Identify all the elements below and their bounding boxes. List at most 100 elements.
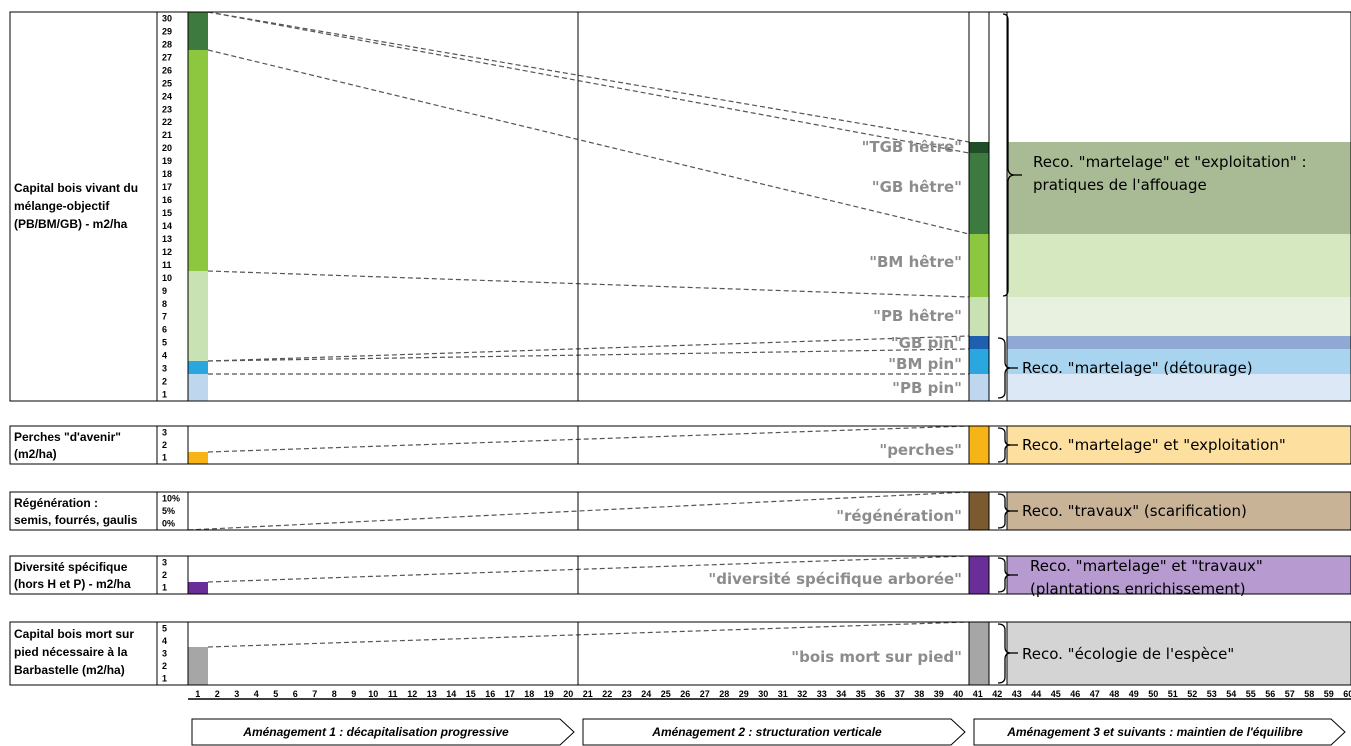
row-perches-label-2: (m2/ha) bbox=[14, 447, 57, 461]
x-tick-label: 37 bbox=[895, 689, 905, 699]
y-tick-label: 2 bbox=[162, 377, 167, 387]
reco-affouage-line1: Reco. "martelage" et "exploitation" : bbox=[1033, 153, 1307, 171]
stack-right-perches bbox=[969, 426, 989, 464]
stack-right-diversite bbox=[969, 556, 989, 594]
y-tick-label: 26 bbox=[162, 65, 172, 75]
x-tick-label: 52 bbox=[1187, 689, 1197, 699]
y-tick-label: 7 bbox=[162, 312, 167, 322]
row-boismort-label-2: pied nécessaire à la bbox=[14, 645, 128, 659]
y-tick-label: 12 bbox=[162, 247, 172, 257]
stack-right-pb-pin bbox=[969, 374, 989, 401]
phase-label-2: Aménagement 2 : structuration verticale bbox=[651, 725, 882, 739]
stack-left-pb-hetre bbox=[188, 271, 208, 361]
ticks-capital: 1234567891011121314151617181920212223242… bbox=[162, 14, 172, 400]
stack-right-boismort bbox=[969, 622, 989, 685]
reco-bg-bm-pin bbox=[1007, 349, 1351, 374]
x-tick-label: 13 bbox=[427, 689, 437, 699]
stock-label-perches: "perches" bbox=[879, 441, 962, 459]
x-tick-label: 17 bbox=[505, 689, 515, 699]
x-tick-label: 11 bbox=[388, 689, 398, 699]
x-tick-label: 59 bbox=[1324, 689, 1334, 699]
phase-arrow-3 bbox=[973, 718, 1346, 746]
x-tick-label: 34 bbox=[836, 689, 846, 699]
stock-label-bm-hetre: "BM hêtre" bbox=[869, 253, 962, 271]
row-perches-frame bbox=[9, 425, 1351, 465]
y-tick-label: 22 bbox=[162, 117, 172, 127]
y-tick-label: 3 bbox=[162, 649, 167, 659]
y-tick-label: 6 bbox=[162, 325, 167, 335]
transition-line-perches bbox=[207, 425, 970, 453]
x-tick-label: 10 bbox=[368, 689, 378, 699]
reco-bg-affouage bbox=[1007, 142, 1351, 234]
reco-bg-diversite bbox=[1007, 556, 1351, 594]
stack-right-gb-pin bbox=[969, 336, 989, 349]
y-tick-label: 20 bbox=[162, 143, 172, 153]
x-tick-label: 58 bbox=[1304, 689, 1314, 699]
reco-boismort: Reco. "écologie de l'espèce" bbox=[1022, 645, 1234, 663]
y-tick-label: 0% bbox=[162, 519, 175, 529]
y-tick-label: 1 bbox=[162, 453, 167, 463]
y-tick-label: 9 bbox=[162, 286, 167, 296]
transition-line-boismort bbox=[207, 621, 970, 648]
ticks-regeneration: 0% 5% 10% bbox=[162, 493, 180, 528]
x-tick-label: 60 bbox=[1343, 689, 1351, 699]
x-tick-label: 36 bbox=[875, 689, 885, 699]
y-tick-label: 14 bbox=[162, 221, 172, 231]
ticks-perches: 1 2 3 bbox=[162, 427, 167, 462]
y-tick-label: 29 bbox=[162, 27, 172, 37]
x-tick-label: 31 bbox=[778, 689, 788, 699]
y-tick-label: 5 bbox=[162, 623, 167, 633]
transition-lines-capital bbox=[207, 11, 970, 375]
y-tick-label: 3 bbox=[162, 364, 167, 374]
y-tick-label: 5% bbox=[162, 506, 175, 516]
x-tick-label: 14 bbox=[446, 689, 456, 699]
y-tick-label: 15 bbox=[162, 208, 172, 218]
x-tick-label: 47 bbox=[1090, 689, 1100, 699]
stack-left-diversite bbox=[188, 582, 208, 594]
row-diversite-label-2: (hors H et P) - m2/ha bbox=[14, 577, 131, 591]
x-tick-label: 16 bbox=[485, 689, 495, 699]
row-perches-label-1: Perches "d'avenir" bbox=[14, 430, 121, 444]
stack-left-boismort bbox=[188, 647, 208, 685]
row-diversite: Diversité spécifique (hors H et P) - m2/… bbox=[9, 555, 1351, 598]
y-tick-label: 21 bbox=[162, 130, 172, 140]
row-regeneration-frame bbox=[9, 491, 1351, 531]
row-capital-label-3: (PB/BM/GB) - m2/ha bbox=[14, 217, 128, 231]
transition-line-regeneration bbox=[187, 491, 970, 531]
reco-bg-pb-hetre bbox=[1007, 297, 1351, 336]
y-tick-label: 4 bbox=[162, 351, 167, 361]
x-tick-label: 23 bbox=[622, 689, 632, 699]
stack-right-tgb-hetre bbox=[969, 142, 989, 153]
y-tick-label: 1 bbox=[162, 583, 167, 593]
row-boismort-label-1: Capital bois mort sur bbox=[14, 627, 134, 641]
stock-label-gb-pin: "GB pin" bbox=[891, 334, 962, 352]
x-axis: 1 2 3 4 5 6 7 8 9 10 11 12 13 14 15 16 17 18 19 20 21 22 23 24 2… bbox=[188, 689, 1351, 700]
reco-diversite-line1: Reco. "martelage" et "travaux" bbox=[1030, 557, 1263, 575]
stock-label-pb-hetre: "PB hêtre" bbox=[873, 307, 962, 325]
x-tick-label: 3 bbox=[234, 689, 239, 699]
y-tick-label: 23 bbox=[162, 104, 172, 114]
row-boismort-label-3: Barbastelle (m2/ha) bbox=[14, 663, 125, 677]
row-perches: Perches "d'avenir" (m2/ha) 1 2 3 "perches"… bbox=[9, 425, 1351, 465]
stock-label-tgb-hetre: "TGB hêtre" bbox=[862, 138, 962, 156]
x-tick-label: 27 bbox=[700, 689, 710, 699]
reco-bg-regeneration bbox=[1007, 492, 1351, 530]
reco-regeneration: Reco. "travaux" (scarification) bbox=[1022, 502, 1247, 520]
x-tick-label: 21 bbox=[583, 689, 593, 699]
stack-left-gb-hetre bbox=[188, 12, 208, 50]
x-tick-label: 50 bbox=[1148, 689, 1158, 699]
stock-label-diversite: "diversité spécifique arborée" bbox=[708, 570, 962, 588]
x-tick-label: 30 bbox=[758, 689, 768, 699]
y-tick-label: 5 bbox=[162, 338, 167, 348]
reco-bg-boismort bbox=[1007, 622, 1351, 685]
x-tick-label: 7 bbox=[312, 689, 317, 699]
row-boismort: Capital bois mort sur pied nécessaire à … bbox=[9, 621, 1351, 686]
y-tick-label: 25 bbox=[162, 78, 172, 88]
ticks-boismort: 1 2 3 4 5 bbox=[162, 623, 167, 683]
x-tick-label: 9 bbox=[351, 689, 356, 699]
y-tick-label: 2 bbox=[162, 661, 167, 671]
reco-detourage: Reco. "martelage" (détourage) bbox=[1022, 359, 1253, 377]
x-tick-label: 35 bbox=[856, 689, 866, 699]
stack-right-pb-hetre bbox=[969, 297, 989, 336]
x-tick-label: 48 bbox=[1109, 689, 1119, 699]
